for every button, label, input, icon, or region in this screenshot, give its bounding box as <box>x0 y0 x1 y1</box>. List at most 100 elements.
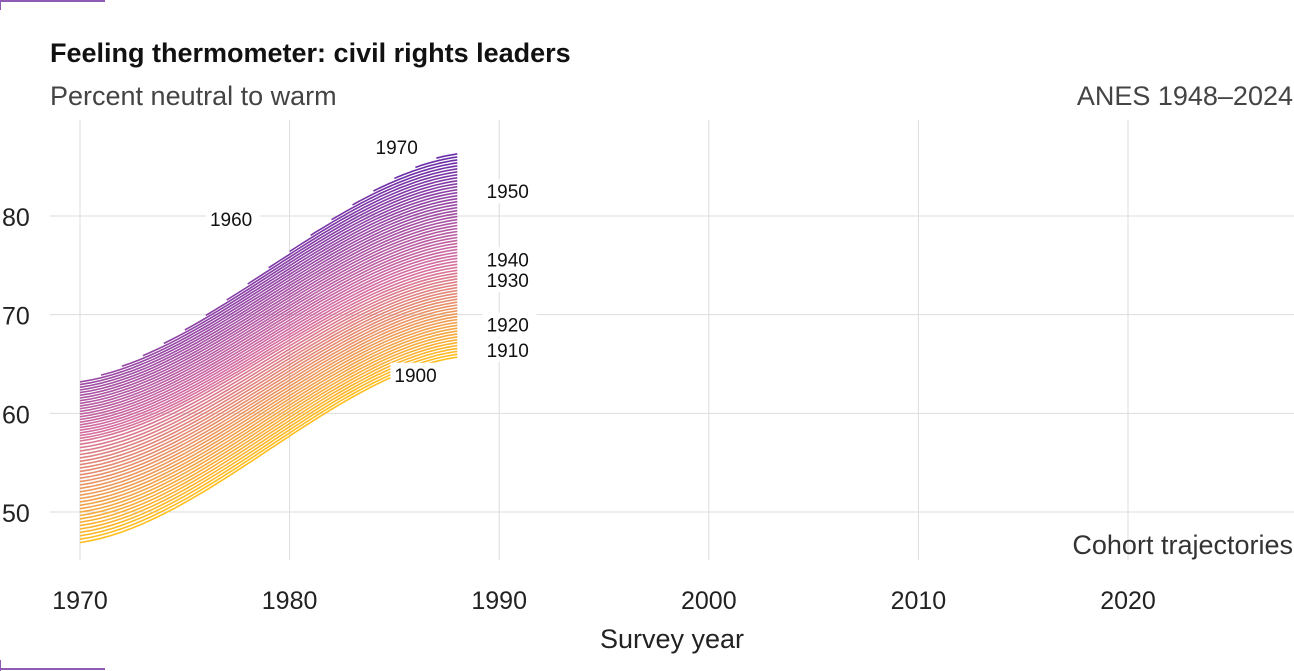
source-note: ANES 1948–2024 <box>1077 81 1293 111</box>
series-line-cohort-1919 <box>79 301 458 479</box>
series-line-cohort-1914 <box>79 315 458 496</box>
series-line-cohort-1927 <box>79 278 458 452</box>
series-line-cohort-1937 <box>79 248 458 423</box>
series-line-cohort-1957 <box>184 188 458 331</box>
cohort-label-bg-1940 <box>482 247 537 272</box>
series-line-cohort-1908 <box>79 333 458 517</box>
vertical-gridlines <box>79 120 1129 560</box>
series-line-cohort-1924 <box>79 286 458 463</box>
series-line-cohort-1960 <box>247 180 458 285</box>
x-axis-ticks: 1970 1980 1990 2000 2010 2020 <box>52 587 1156 615</box>
series-line-cohort-1958 <box>205 185 458 317</box>
cohort-label-bg-1970 <box>371 134 426 159</box>
series-line-cohort-1918 <box>79 304 458 483</box>
series-line-cohort-1917 <box>79 307 458 486</box>
series-line-cohort-1966 <box>373 162 458 192</box>
series-line-cohort-1934 <box>79 257 458 431</box>
y-tick-label-60: 60 <box>2 401 30 429</box>
cohort-label-1910: 1910 <box>487 341 529 362</box>
series-line-cohort-1921 <box>79 295 458 473</box>
cohort-label-bg-1910 <box>482 338 537 363</box>
x-tick-label-2000: 2000 <box>681 587 737 615</box>
cohort-label-bg-1960 <box>205 206 260 231</box>
series-line-cohort-1956 <box>163 191 458 345</box>
corner-mark-bottom <box>0 660 105 671</box>
series-line-cohort-1909 <box>79 330 458 513</box>
series-line-cohort-1943 <box>79 230 458 407</box>
cohort-label-bg-1900 <box>390 362 445 387</box>
series-line-cohort-1916 <box>79 310 458 490</box>
cohort-label-1970: 1970 <box>376 138 418 159</box>
series-line-cohort-1951 <box>79 206 458 386</box>
series-line-cohort-1941 <box>79 236 458 413</box>
chart-title: Feeling thermometer: civil rights leader… <box>50 38 571 68</box>
cohort-label-1920: 1920 <box>487 315 529 336</box>
series-line-cohort-1930 <box>79 269 458 442</box>
cohort-label-1900: 1900 <box>394 366 436 387</box>
series-line-cohort-1949 <box>79 212 458 391</box>
series-line-cohort-1942 <box>79 233 458 410</box>
series-line-cohort-1936 <box>79 251 458 426</box>
series-line-cohort-1953 <box>100 200 458 376</box>
series-line-cohort-1905 <box>79 341 458 527</box>
series-line-cohort-1955 <box>142 194 458 357</box>
x-tick-label-2010: 2010 <box>891 587 947 615</box>
series-line-cohort-1962 <box>289 174 458 253</box>
series-line-cohort-1922 <box>79 292 458 469</box>
series-line-cohort-1911 <box>79 324 458 507</box>
series-line-cohort-1929 <box>79 272 458 446</box>
series-line-cohort-1910 <box>79 327 458 510</box>
series-line-cohort-1928 <box>79 275 458 449</box>
series-line-cohort-1967 <box>394 159 458 180</box>
cohort-label-bg-1920 <box>482 312 537 337</box>
x-axis-title: Survey year <box>600 624 744 654</box>
cohort-label-1940: 1940 <box>487 250 529 271</box>
series-line-cohort-1912 <box>79 321 458 503</box>
series-line-cohort-1923 <box>79 289 458 466</box>
series-line-cohort-1950 <box>79 209 458 389</box>
y-tick-label-80: 80 <box>2 204 30 232</box>
cohort-label-bg-1950 <box>482 179 537 204</box>
series-line-cohort-1944 <box>79 227 458 405</box>
series-line-cohort-1968 <box>415 156 458 169</box>
cohort-label-1950: 1950 <box>487 182 529 203</box>
chart-subtitle: Percent neutral to warm <box>50 81 337 111</box>
series-line-cohort-1920 <box>79 298 458 476</box>
x-tick-label-1970: 1970 <box>52 587 108 615</box>
cohort-label-bg-1930 <box>482 268 537 293</box>
series-line-cohort-1939 <box>79 242 458 418</box>
series-line-cohort-1947 <box>79 218 458 397</box>
series-line-cohort-1965 <box>352 165 458 206</box>
series-line-cohort-1935 <box>79 254 458 429</box>
series-line-cohort-1948 <box>79 215 458 394</box>
series-line-cohort-1926 <box>79 281 458 456</box>
series-line-cohort-1961 <box>268 177 458 269</box>
corner-mark-top <box>0 0 105 10</box>
series-line-cohort-1906 <box>79 338 458 524</box>
x-tick-label-1980: 1980 <box>262 587 318 615</box>
y-tick-label-70: 70 <box>2 303 30 331</box>
series-line-cohort-1915 <box>79 312 458 493</box>
cohort-series <box>79 153 458 544</box>
x-tick-label-2020: 2020 <box>1100 587 1156 615</box>
cohort-label-1930: 1930 <box>487 271 529 292</box>
series-line-cohort-1940 <box>79 239 458 415</box>
series-line-cohort-1925 <box>79 283 458 459</box>
series-line-cohort-1931 <box>79 266 458 440</box>
series-line-cohort-1933 <box>79 260 458 434</box>
cohort-label-1960: 1960 <box>210 210 252 231</box>
series-line-cohort-1964 <box>331 168 458 221</box>
series-line-cohort-1963 <box>310 171 458 237</box>
series-line-cohort-1932 <box>79 263 458 437</box>
x-tick-label-1990: 1990 <box>471 587 527 615</box>
y-axis-ticks: 50 60 70 80 <box>2 204 30 528</box>
series-line-cohort-1907 <box>79 336 458 520</box>
series-line-cohort-1969 <box>436 153 458 159</box>
series-line-cohort-1959 <box>226 183 458 301</box>
series-line-cohort-1954 <box>121 197 458 368</box>
series-line-cohort-1952 <box>79 203 458 383</box>
series-line-cohort-1945 <box>79 224 458 402</box>
series-line-cohort-1946 <box>79 221 458 399</box>
series-line-cohort-1938 <box>79 245 458 421</box>
